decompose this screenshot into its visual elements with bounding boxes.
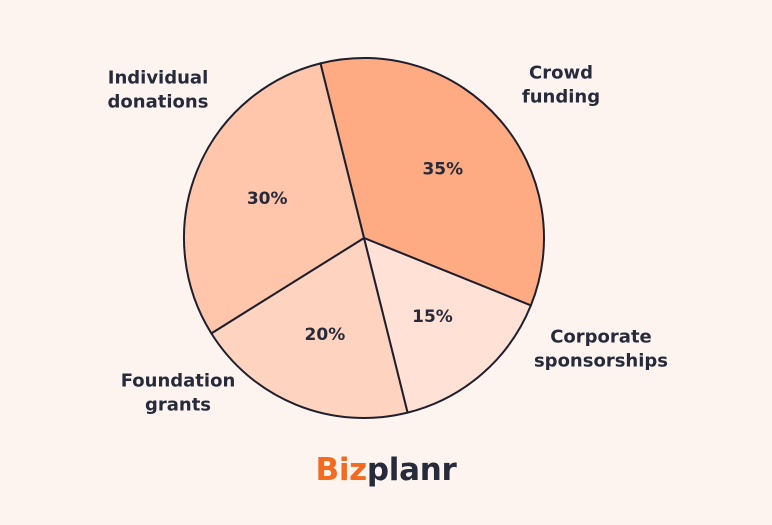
slice-percentage-label: 20% xyxy=(305,325,346,345)
logo-text-planr: planr xyxy=(366,452,457,488)
pie-slices xyxy=(183,57,545,419)
pie-slice-foundation-grants xyxy=(183,62,365,335)
slice-percentage-label: 15% xyxy=(412,307,453,327)
slice-percentage-label: 35% xyxy=(422,160,463,180)
slice-category-label: grants xyxy=(145,395,211,416)
slice-category-label: sponsorships xyxy=(534,351,668,372)
logo-text-biz: Biz xyxy=(315,452,368,488)
pie-slice-individual-donations xyxy=(319,57,545,307)
pie-slice-corporate-sponsorships xyxy=(210,237,409,419)
slice-category-label: Crowd xyxy=(529,63,593,84)
slice-category-label: donations xyxy=(108,92,209,113)
percentage-labels: 35% 15% 20% 30% xyxy=(247,160,463,345)
slice-category-label: Foundation xyxy=(121,371,236,392)
category-labels: Individual donations Crowd funding Corporate… xyxy=(108,63,668,416)
slice-category-label: funding xyxy=(522,87,600,108)
pie-slice-crowd-funding xyxy=(363,237,532,414)
slice-category-label: Corporate xyxy=(550,327,652,348)
bizplanr-logo: Bizplanr xyxy=(0,452,772,488)
slice-category-label: Individual xyxy=(108,68,209,89)
slice-percentage-label: 30% xyxy=(247,189,288,209)
